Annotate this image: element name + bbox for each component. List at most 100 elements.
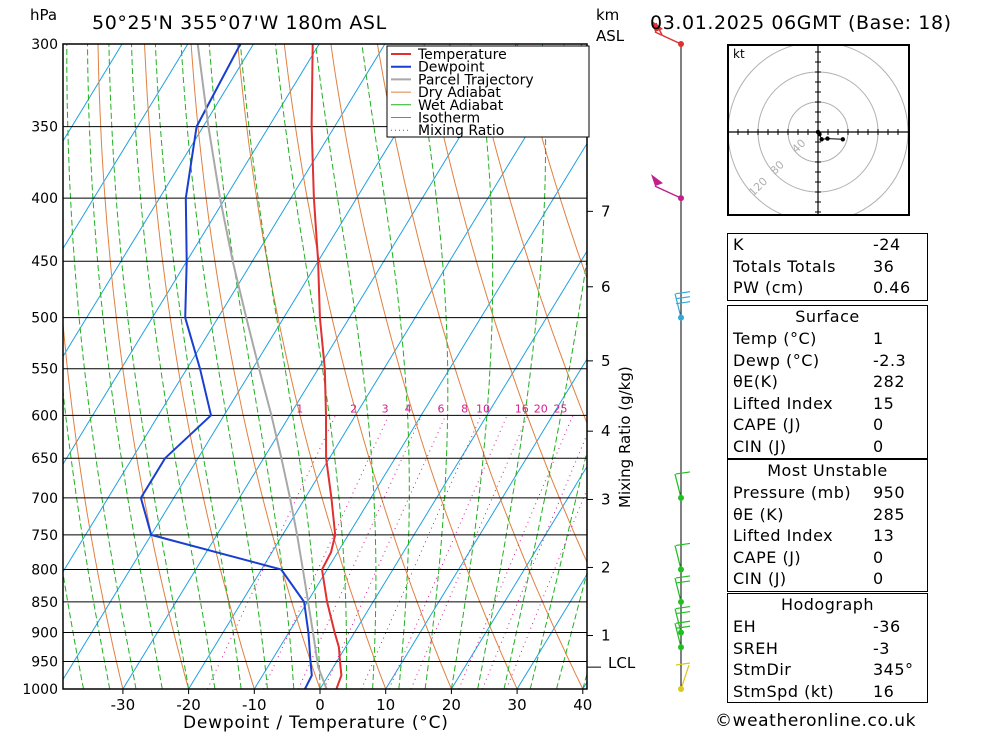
location-title: 50°25'N 355°07'W 180m ASL — [92, 12, 387, 34]
index-key: Totals Totals — [733, 256, 836, 276]
index-value: 0 — [873, 415, 884, 434]
index-key: CAPE (J) — [733, 547, 802, 567]
mixing-ratio-label: 25 — [554, 402, 568, 415]
copyright-footer[interactable]: ©weatheronline.co.uk — [715, 711, 917, 731]
index-key: Pressure (mb) — [733, 483, 852, 502]
legend-label: Wet Adiabat — [418, 98, 504, 114]
asl-label: ASL — [596, 27, 625, 45]
mixing-ratio-label: 10 — [476, 402, 490, 415]
legend-label: Dewpoint — [418, 60, 485, 76]
index-row: StmSpd (kt) 16 — [728, 681, 927, 703]
index-value: 282 — [873, 372, 906, 391]
wet-adiabat-line — [63, 570, 84, 689]
pressure-tick-label: 850 — [31, 595, 58, 611]
index-row: SREH -3 — [728, 638, 927, 660]
parcel-trajectory-line — [196, 44, 328, 689]
index-row: θE (K) 285 — [728, 504, 927, 526]
index-row: Lifted Index 13 — [728, 525, 927, 547]
index-key: Lifted Index — [733, 526, 834, 545]
hodograph-point — [840, 137, 846, 142]
wind-barb-feather — [675, 291, 691, 295]
most-unstable-table: Most Unstable Pressure (mb) 950 θE (K) 285 L… — [727, 459, 928, 592]
height-tick-label: 4 — [601, 422, 611, 440]
pressure-tick-label: 500 — [31, 311, 58, 327]
index-key: CAPE (J) — [733, 415, 802, 434]
mixing-ratio-line — [207, 415, 336, 689]
index-key: StmDir — [733, 660, 792, 679]
wind-barb-feather — [675, 625, 691, 629]
mixing-ratio-label: 1 — [296, 402, 303, 415]
index-row: StmDir 345° — [728, 659, 927, 681]
wind-barb-feather — [675, 575, 691, 579]
mixing-ratio-line — [410, 415, 529, 689]
legend-label: Dry Adiabat — [418, 85, 501, 101]
wind-barb-feather — [675, 301, 691, 305]
index-key: EH — [733, 617, 757, 636]
index-value: 285 — [873, 504, 906, 524]
index-key: PW (cm) — [733, 278, 804, 297]
index-key: CIN (J) — [733, 436, 787, 456]
mixing-ratio-line — [263, 415, 390, 689]
index-value: 13 — [873, 526, 895, 545]
hodograph-unit-label: kt — [733, 47, 745, 61]
index-key: θE (K) — [733, 504, 784, 524]
index-row: CIN (J) 0 — [728, 436, 927, 458]
wind-barb — [674, 623, 682, 648]
index-value: 950 — [873, 483, 906, 502]
hodograph-ring-label: 80 — [768, 158, 787, 177]
wind-barb-feather — [675, 610, 691, 615]
wet-adiabat-line — [275, 44, 348, 689]
height-tick-label: 1 — [601, 627, 611, 645]
wind-barb — [674, 545, 682, 570]
hodograph-ring-label: 120 — [746, 175, 770, 199]
pressure-tick-label: 600 — [31, 408, 58, 424]
index-value: 1 — [873, 329, 884, 348]
index-row: CIN (J) 0 — [728, 568, 927, 590]
legend-label: Mixing Ratio — [418, 123, 504, 139]
pressure-tick-label: 700 — [31, 491, 58, 507]
index-value: 0 — [873, 569, 884, 588]
isotherm-line — [516, 573, 587, 689]
indices-basic-table: K -24 Totals Totals 36 PW (cm) 0.46 — [727, 233, 928, 301]
legend-box — [386, 45, 590, 138]
x-tick-label: 40 — [573, 696, 592, 714]
wind-barb-feather — [675, 542, 691, 547]
index-value: -24 — [873, 235, 901, 254]
km-label: km — [596, 6, 619, 24]
index-key: SREH — [733, 638, 779, 658]
temperature-line — [310, 44, 343, 689]
index-key: CIN (J) — [733, 569, 787, 588]
index-key: Dewp (°C) — [733, 350, 820, 370]
index-value: 345° — [873, 660, 914, 679]
hodograph-ring-label: 40 — [789, 137, 808, 156]
index-row: Dewp (°C) -2.3 — [728, 350, 927, 372]
index-value: 0.46 — [873, 278, 911, 297]
hodograph-point — [825, 136, 830, 141]
mixing-ratio-label: 2 — [350, 402, 357, 415]
index-key: K — [733, 235, 744, 254]
pressure-tick-label: 900 — [31, 626, 58, 642]
mixing-ratio-label: 20 — [534, 402, 548, 415]
height-tick-label: 2 — [601, 558, 611, 576]
hodograph-point — [819, 137, 824, 142]
wind-barb-feather — [675, 471, 691, 475]
index-value: 0 — [873, 547, 884, 567]
dry-adiabat-line — [516, 44, 587, 280]
index-value: 16 — [873, 681, 895, 701]
height-tick-label: 7 — [601, 202, 611, 220]
index-row: CAPE (J) 0 — [728, 547, 927, 569]
mixing-ratio-label: 4 — [405, 402, 412, 415]
wet-adiabat-line — [361, 44, 410, 689]
hodograph-point — [817, 131, 822, 137]
index-key: Lifted Index — [733, 393, 834, 413]
hodograph-title: Hodograph — [780, 595, 875, 614]
wind-barb — [654, 31, 682, 45]
index-row: PW (cm) 0.46 — [728, 277, 927, 299]
height-tick-label: 3 — [601, 490, 611, 508]
mixing-ratio-line — [458, 415, 574, 689]
mixing-ratio-label: 16 — [515, 402, 529, 415]
mixing-ratio-label: 6 — [437, 402, 444, 415]
index-row: CAPE (J) 0 — [728, 414, 927, 436]
